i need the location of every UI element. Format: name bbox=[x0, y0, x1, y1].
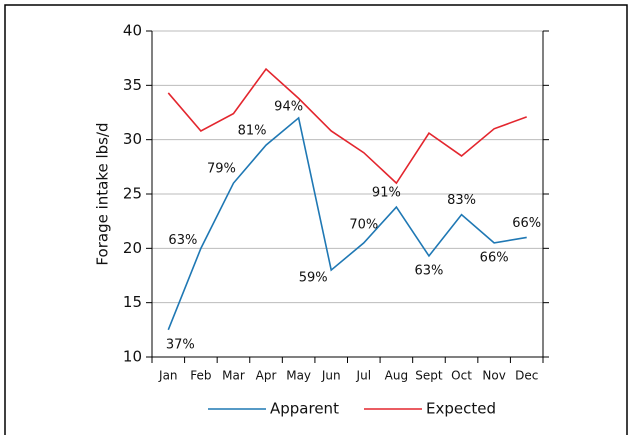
annotation: 83% bbox=[447, 193, 476, 208]
annotation: 94% bbox=[274, 99, 303, 114]
x-tick-label: Jun bbox=[321, 369, 341, 383]
annotation: 81% bbox=[238, 124, 267, 139]
annotation: 63% bbox=[415, 263, 444, 278]
x-tick-label: Aug bbox=[385, 369, 408, 383]
x-tick-label: Nov bbox=[482, 369, 505, 383]
y-tick-label: 20 bbox=[123, 239, 142, 257]
y-tick-label: 40 bbox=[123, 22, 142, 40]
annotation: 66% bbox=[512, 216, 541, 231]
annotation: 66% bbox=[480, 250, 509, 265]
annotation: 37% bbox=[166, 337, 195, 352]
y-tick-label: 15 bbox=[123, 293, 142, 311]
frame bbox=[4, 4, 628, 435]
annotation: 63% bbox=[168, 233, 197, 248]
x-tick-label: May bbox=[286, 369, 311, 383]
x-tick-label: Oct bbox=[451, 369, 472, 383]
x-tick-label: Sept bbox=[415, 369, 443, 383]
annotation: 59% bbox=[299, 271, 328, 286]
x-tick-label: Dec bbox=[515, 369, 538, 383]
annotation: 79% bbox=[207, 162, 236, 177]
y-tick-label: 35 bbox=[123, 76, 142, 94]
line bbox=[167, 67, 527, 185]
x-tick-label: Jan bbox=[158, 369, 178, 383]
line bbox=[167, 116, 527, 331]
x-tick-label: Apr bbox=[256, 369, 277, 383]
y-tick-label: 30 bbox=[123, 130, 142, 148]
annotation: 91% bbox=[372, 186, 401, 201]
x-tick-label: Mar bbox=[222, 369, 245, 383]
y-tick-label: 25 bbox=[123, 185, 142, 203]
x-tick-label: Feb bbox=[190, 369, 211, 383]
legend-label: Apparent bbox=[270, 400, 339, 418]
y-axis-label: Forage intake lbs/d bbox=[94, 122, 112, 265]
legend-label: Expected bbox=[426, 400, 496, 418]
annotation: 70% bbox=[349, 217, 378, 232]
x-tick-label: Jul bbox=[356, 369, 371, 383]
y-tick-label: 10 bbox=[123, 348, 142, 366]
